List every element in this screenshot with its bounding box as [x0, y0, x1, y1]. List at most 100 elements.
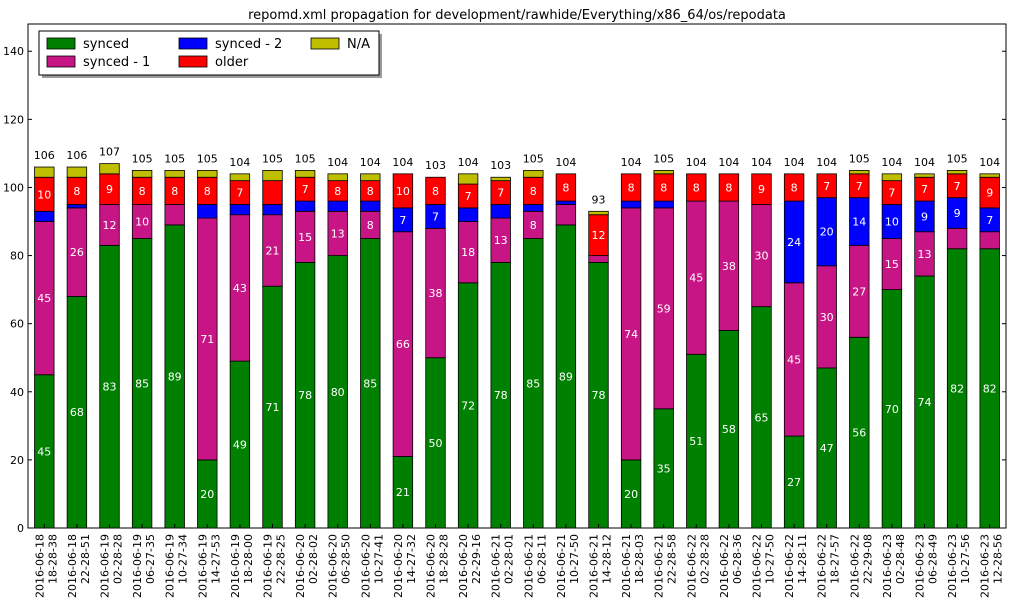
legend-swatch — [178, 37, 208, 50]
x-tick-label-time: 06-27-35 — [144, 534, 157, 584]
x-tick-label-date: 2016-06-23 — [881, 534, 894, 598]
y-tick-label: 120 — [3, 113, 24, 126]
segment-label: 7 — [986, 214, 993, 227]
bar-total-label: 103 — [425, 159, 446, 172]
segment-label: 72 — [461, 399, 475, 412]
x-tick-label-time: 06-28-49 — [927, 534, 940, 584]
x-tick-label-date: 2016-06-19 — [262, 534, 275, 598]
x-tick-label-time: 10-27-50 — [764, 534, 777, 584]
chart-title: repomd.xml propagation for development/r… — [248, 8, 786, 23]
x-tick-label-date: 2016-06-20 — [294, 534, 307, 598]
segment-label: 8 — [73, 185, 80, 198]
x-tick-label-date: 2016-06-22 — [816, 534, 829, 598]
bar-segment-syncedminus2 — [197, 204, 218, 219]
segment-label: 13 — [331, 227, 345, 240]
bar-segment-older — [816, 173, 837, 199]
segment-label: 45 — [37, 445, 51, 458]
segment-label: 38 — [429, 287, 443, 300]
segment-label: 66 — [396, 338, 410, 351]
segment-label: 8 — [367, 185, 374, 198]
segment-label: 8 — [171, 185, 178, 198]
segment-label: 7 — [823, 180, 830, 193]
x-tick-label-date: 2016-06-18 — [33, 534, 46, 598]
x-tick-label-time: 10-27-41 — [372, 534, 385, 584]
bar-total-label: 104 — [751, 156, 772, 169]
y-tick-label: 140 — [3, 45, 24, 58]
x-tick-label-time: 06-28-11 — [535, 534, 548, 584]
segment-label: 8 — [334, 185, 341, 198]
bar-segment-syncedminus2 — [555, 200, 577, 205]
segment-label: 30 — [755, 250, 769, 263]
y-tick-label: 60 — [10, 318, 24, 331]
y-tick-label: 80 — [10, 250, 24, 263]
segment-label: 9 — [954, 207, 961, 220]
bar-total-label: 104 — [881, 156, 902, 169]
bar-segment-older — [718, 173, 740, 202]
segment-label: 10 — [885, 216, 899, 229]
bar-segment-older — [751, 173, 772, 205]
segment-label: 7 — [236, 187, 243, 200]
segment-label: 9 — [921, 210, 928, 223]
segment-label: 65 — [755, 411, 769, 424]
segment-label: 7 — [399, 214, 406, 227]
bar-total-label: 104 — [784, 156, 805, 169]
x-tick-label-date: 2016-06-23 — [914, 534, 927, 598]
x-tick-label-time: 22-28-58 — [666, 534, 679, 584]
segment-label: 71 — [266, 401, 280, 414]
x-tick-label-date: 2016-06-19 — [99, 534, 112, 598]
bar-total-label: 104 — [718, 156, 739, 169]
x-tick-label-time: 06-28-36 — [731, 534, 744, 584]
bar-segment-syncedminus2 — [34, 210, 55, 222]
segment-label: 8 — [791, 181, 798, 194]
bar-total-label: 104 — [686, 156, 707, 169]
x-tick-label-time: 02-28-01 — [503, 534, 516, 584]
segment-label: 27 — [852, 285, 866, 298]
bar-total-label: 104 — [392, 156, 413, 169]
bar-segment-N/A — [653, 170, 674, 175]
segment-label: 8 — [432, 185, 439, 198]
bar-total-label: 104 — [555, 156, 576, 169]
bar-segment-N/A — [262, 170, 283, 182]
bar-segment-syncedminus1 — [946, 227, 968, 250]
x-tick-label-date: 2016-06-21 — [620, 534, 633, 598]
segment-label: 9 — [106, 183, 113, 196]
x-tick-label-date: 2016-06-20 — [457, 534, 470, 598]
bar-segment-syncedminus2 — [457, 207, 479, 222]
x-tick-label-date: 2016-06-22 — [783, 534, 796, 598]
x-tick-label-date: 2016-06-22 — [718, 534, 731, 598]
x-tick-label-time: 14-28-11 — [796, 534, 809, 584]
bar-segment-N/A — [457, 173, 479, 185]
segment-label: 8 — [139, 185, 146, 198]
bar-segment-syncedminus1 — [979, 231, 1000, 250]
bar-total-label: 104 — [816, 156, 837, 169]
bar-total-label: 105 — [132, 152, 153, 165]
segment-label: 26 — [70, 246, 84, 259]
segment-label: 80 — [331, 386, 345, 399]
segment-label: 45 — [787, 353, 801, 366]
x-tick-label-date: 2016-06-21 — [522, 534, 535, 598]
segment-label: 9 — [986, 187, 993, 200]
x-tick-label-date: 2016-06-21 — [490, 534, 503, 598]
segment-label: 8 — [530, 185, 537, 198]
segment-label: 20 — [624, 488, 638, 501]
x-tick-label-date: 2016-06-20 — [425, 534, 438, 598]
segment-label: 50 — [429, 437, 443, 450]
segment-label: 7 — [302, 183, 309, 196]
y-tick-label: 0 — [17, 522, 24, 535]
segment-label: 7 — [954, 180, 961, 193]
segment-label: 24 — [787, 236, 801, 249]
bar-total-label: 105 — [523, 152, 544, 165]
x-tick-label-time: 10-27-34 — [177, 534, 190, 584]
bar-total-label: 104 — [458, 156, 479, 169]
y-tick-label: 20 — [10, 454, 24, 467]
segment-label: 89 — [559, 370, 573, 383]
segment-label: 20 — [820, 226, 834, 239]
segment-label: 59 — [657, 302, 671, 315]
segment-label: 7 — [497, 187, 504, 200]
segment-label: 15 — [885, 258, 899, 271]
segment-label: 38 — [722, 260, 736, 273]
bar-segment-N/A — [131, 170, 153, 178]
bar-segment-syncedminus2 — [360, 200, 381, 212]
segment-label: 12 — [592, 229, 606, 242]
